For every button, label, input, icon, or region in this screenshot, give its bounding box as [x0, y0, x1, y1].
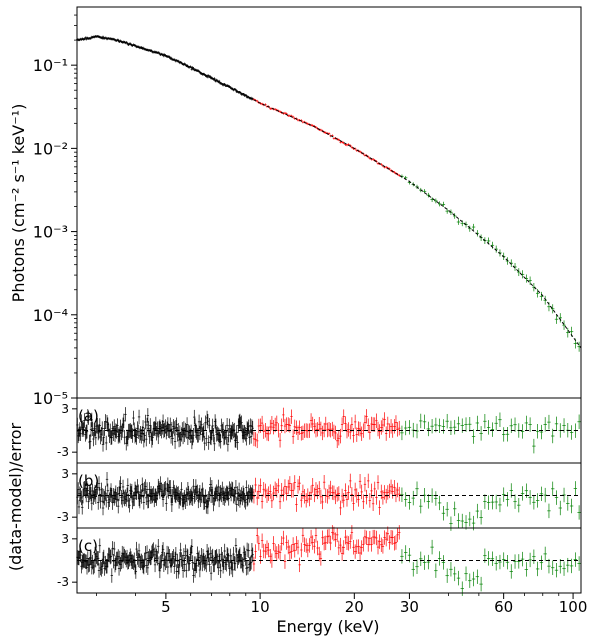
x-axis-label: Energy (keV)	[276, 617, 379, 636]
axes-frames	[76, 6, 582, 594]
residual-panel-label: (b)	[78, 472, 99, 490]
model-layer	[76, 36, 582, 561]
y-tick-label: 10⁻⁵	[33, 389, 68, 408]
residual-y-axis-label: (data-model)/error	[6, 422, 25, 571]
y-tick-label: 10⁻⁴	[33, 306, 68, 325]
data-layer	[76, 35, 581, 596]
residual-tick-label: -3	[57, 510, 69, 524]
residual-tick-label: -3	[57, 445, 69, 459]
y-tick-label: 10⁻¹	[33, 56, 68, 75]
residual-panel-label: (c)	[78, 537, 98, 555]
tick-layer: 10⁻¹10⁻²10⁻³10⁻⁴10⁻⁵3-3(a)3-3(b)3-3(c)5 1…	[33, 14, 588, 616]
residual-tick-label: 3	[61, 467, 69, 481]
residual-tick-label: 3	[61, 532, 69, 546]
y-tick-label: 10⁻²	[33, 139, 68, 158]
residual-panel-label: (a)	[78, 407, 99, 425]
x-tick-label: 5	[161, 598, 171, 616]
x-tick-label: 10	[251, 598, 270, 616]
spectrum-frame	[76, 6, 582, 399]
residual-frame	[76, 527, 582, 594]
y-tick-label: 10⁻³	[33, 223, 68, 242]
model-curve	[76, 36, 582, 349]
residual-tick-label: 3	[61, 402, 69, 416]
spectrum-y-axis-label: Photons (cm⁻² s⁻¹ keV⁻¹)	[9, 104, 28, 303]
residual-tick-label: -3	[57, 575, 69, 589]
x-tick-label: 100	[559, 598, 588, 616]
x-tick-label: 20	[345, 598, 364, 616]
x-tick-label: 30	[400, 598, 419, 616]
x-tick-label: 60	[494, 598, 513, 616]
